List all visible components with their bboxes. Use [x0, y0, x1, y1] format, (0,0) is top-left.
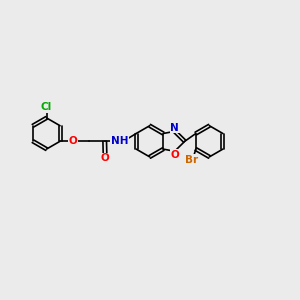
- Text: NH: NH: [111, 136, 128, 146]
- Text: O: O: [170, 150, 179, 160]
- Text: Cl: Cl: [41, 102, 52, 112]
- Text: O: O: [100, 153, 109, 164]
- Text: N: N: [170, 123, 179, 133]
- Text: Br: Br: [185, 154, 198, 165]
- Text: O: O: [68, 136, 77, 146]
